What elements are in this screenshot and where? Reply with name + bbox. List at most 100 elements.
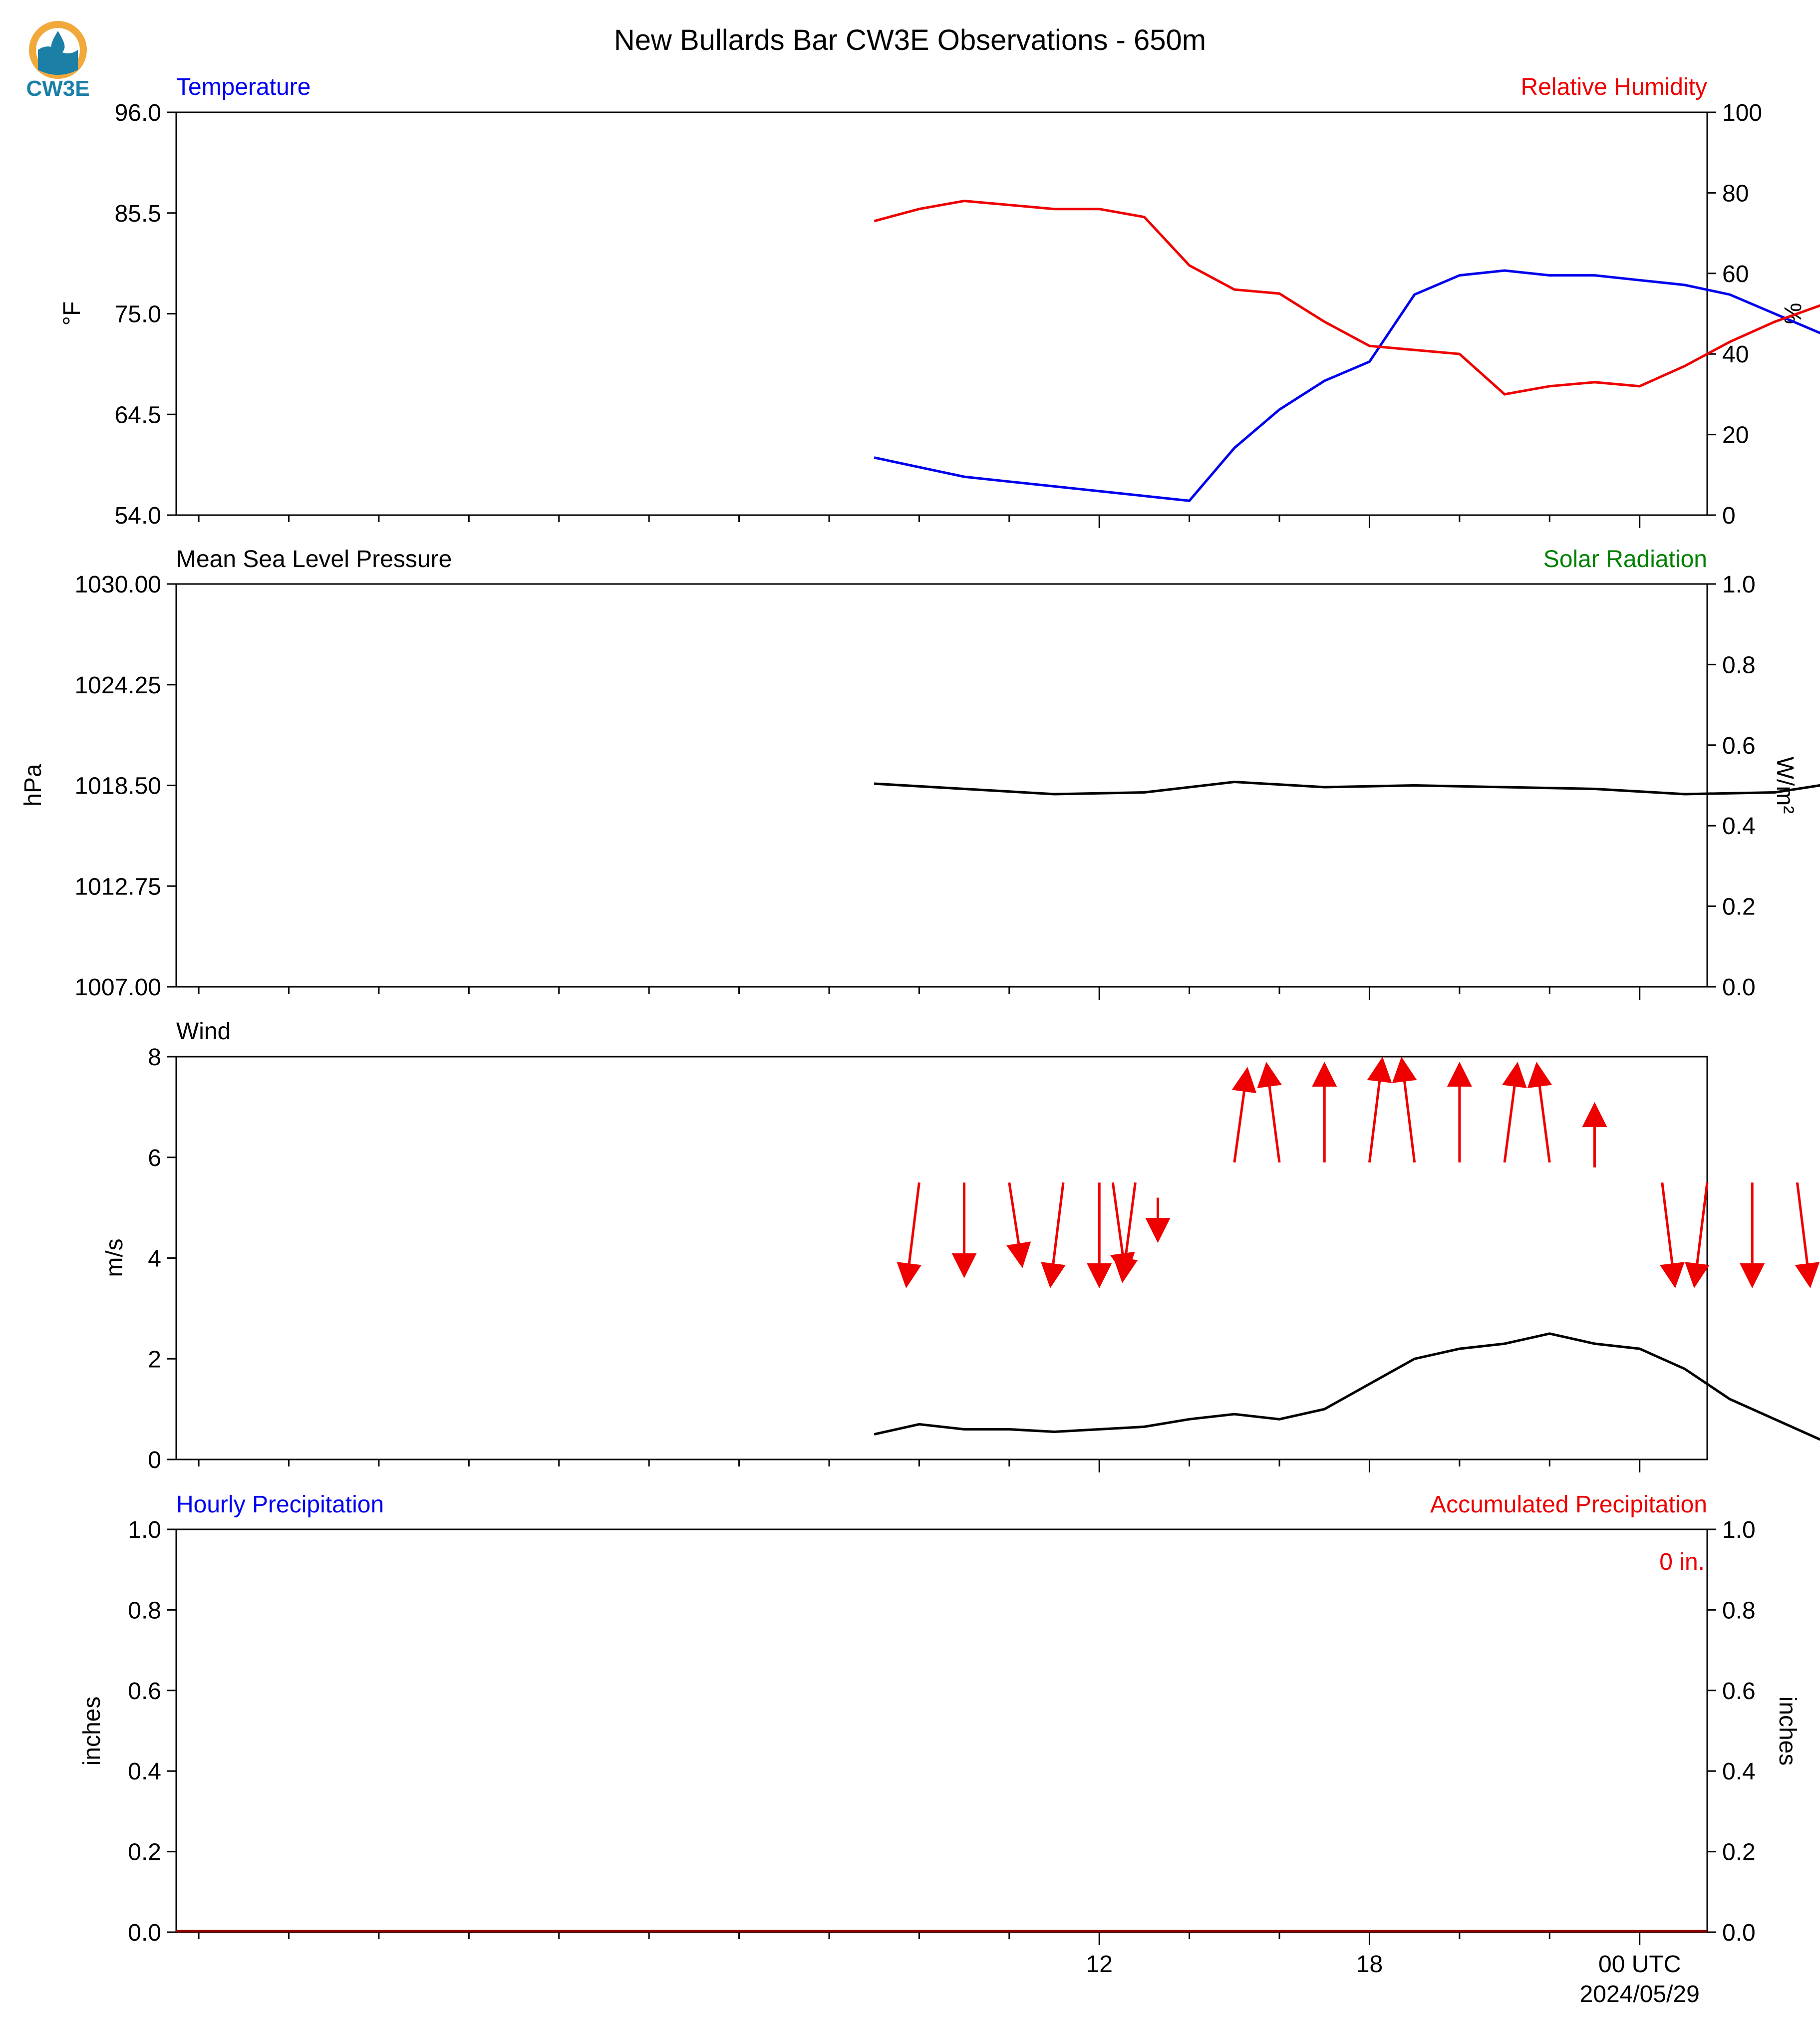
wind-direction-arrow	[1502, 1062, 1527, 1163]
panel3-frame	[175, 1056, 1708, 1460]
panel1-title-right: Relative Humidity	[1521, 74, 1707, 100]
ytick-label: 0.2	[1722, 1839, 1756, 1866]
panel-precipitation: Hourly Precipitation Accumulated Precipi…	[79, 1491, 1801, 2008]
ytick-label: 0.4	[128, 1758, 161, 1785]
ytick-label: 0.8	[128, 1597, 161, 1624]
wind-direction-arrow	[1392, 1057, 1417, 1163]
ytick-label: 0.6	[128, 1678, 161, 1705]
ytick-label: 0.8	[1722, 1597, 1756, 1624]
ytick-label: 54.0	[115, 503, 161, 529]
wind-direction-arrow	[1685, 1182, 1710, 1288]
panel4-xticks	[198, 1932, 1641, 1945]
panel4-ylabel-right: inches	[1774, 1697, 1801, 1766]
panel1-ylabel-left: °F	[59, 301, 85, 326]
ytick-label: 85.5	[115, 201, 161, 227]
wind-direction-arrow	[1527, 1062, 1552, 1163]
wind-direction-arrow	[1006, 1182, 1031, 1268]
logo-text: CW3E	[26, 76, 89, 101]
panel1-title-left: Temperature	[176, 74, 310, 100]
ytick-label: 0.0	[1722, 1920, 1756, 1946]
ytick-label: 0.2	[128, 1839, 161, 1866]
ytick-label: 0.4	[1722, 813, 1756, 840]
ytick-label: 1018.50	[74, 773, 161, 800]
ytick-label: 0	[148, 1447, 161, 1473]
xtick-label: 12	[1086, 1951, 1113, 1978]
ytick-label: 1007.00	[74, 974, 161, 1001]
ytick-label: 1024.25	[74, 672, 161, 699]
wind-speed-line	[874, 1332, 1820, 1441]
wind-direction-arrow	[897, 1182, 922, 1288]
panel4-title-right: Accumulated Precipitation	[1430, 1491, 1707, 1518]
wind-direction-arrows	[897, 1057, 1820, 1288]
panel4-yticks-left: 0.0 0.2 0.4 0.6 0.8 1.0	[128, 1517, 176, 1946]
ytick-label: 0.8	[1722, 652, 1756, 678]
temperature-line	[874, 269, 1820, 502]
cw3e-logo: CW3E	[26, 21, 90, 101]
ytick-label: 1012.75	[74, 873, 161, 900]
panel1-xticks	[198, 515, 1641, 528]
wind-direction-arrow	[1795, 1182, 1820, 1288]
ytick-label: 1.0	[128, 1517, 161, 1543]
wind-direction-arrow	[1231, 1067, 1257, 1163]
ytick-label: 60	[1722, 261, 1749, 288]
ytick-label: 75.0	[115, 301, 161, 328]
panel3-ylabel-left: m/s	[101, 1238, 128, 1277]
ytick-label: 0.0	[1722, 974, 1756, 1001]
ytick-label: 80	[1722, 180, 1749, 207]
ytick-label: 0.6	[1722, 1678, 1756, 1705]
panel2-yticks-right: 0.0 0.2 0.4 0.6 0.8 1.0	[1707, 572, 1756, 1001]
ytick-label: 1030.00	[74, 572, 161, 598]
panel4-ylabel-left: inches	[79, 1697, 105, 1766]
logo-drop-icon	[51, 31, 65, 54]
xtick-date-label: 2024/05/29	[1580, 1981, 1700, 2008]
panel1-frame	[175, 111, 1708, 516]
xtick-label: 18	[1356, 1951, 1383, 1978]
panel2-title-left: Mean Sea Level Pressure	[176, 546, 452, 573]
wind-direction-arrow	[1113, 1182, 1138, 1283]
wind-direction-arrow	[1367, 1057, 1392, 1163]
panel3-yticks-left: 0 2 4 6 8	[148, 1044, 176, 1473]
ytick-label: 0.6	[1722, 733, 1756, 759]
ytick-label: 0.2	[1722, 894, 1756, 920]
panel1-yticks-left: 54.0 64.5 75.0 85.5 96.0	[115, 100, 176, 529]
figure-title: New Bullards Bar CW3E Observations - 650…	[614, 24, 1206, 56]
ytick-label: 0.4	[1722, 1758, 1756, 1785]
ytick-label: 8	[148, 1044, 161, 1071]
ytick-label: 2	[148, 1346, 161, 1373]
panel2-ylabel-left: hPa	[20, 764, 46, 807]
ytick-label: 100	[1722, 100, 1762, 126]
xtick-label: 00 UTC	[1598, 1951, 1681, 1978]
ytick-label: 20	[1722, 422, 1749, 449]
panel3-xticks	[198, 1459, 1641, 1472]
ytick-label: 0.0	[128, 1920, 161, 1946]
accumulated-total-label: 0 in.	[1659, 1549, 1705, 1575]
panel2-xticks	[198, 987, 1641, 1000]
panel4-title-left: Hourly Precipitation	[176, 1491, 384, 1518]
pressure-line	[874, 780, 1820, 796]
panel3-title-left: Wind	[176, 1018, 231, 1045]
wind-direction-arrow	[1041, 1182, 1066, 1288]
logo-water-wave	[38, 46, 78, 75]
panel-temperature-humidity: Temperature Relative Humidity 54.0 64.5 75…	[59, 74, 1820, 529]
ytick-label: 40	[1722, 341, 1749, 368]
ytick-label: 6	[148, 1145, 161, 1171]
panel4-frame	[175, 1528, 1708, 1933]
panel4-yticks-right: 0.0 0.2 0.4 0.6 0.8 1.0	[1707, 1517, 1756, 1946]
panel2-yticks-left: 1007.00 1012.75 1018.50 1024.25 1030.00	[74, 572, 176, 1001]
humidity-line	[874, 199, 1820, 396]
ytick-label: 1.0	[1722, 1517, 1756, 1543]
panel-wind: Wind 0 2 4 6 8 m/s	[101, 1018, 1820, 1473]
wind-direction-arrow	[1110, 1182, 1135, 1278]
ytick-label: 0	[1722, 503, 1736, 529]
ytick-label: 4	[148, 1246, 161, 1272]
panel2-title-right: Solar Radiation	[1543, 546, 1707, 573]
ytick-label: 1.0	[1722, 572, 1756, 598]
ytick-label: 64.5	[115, 402, 161, 428]
wind-direction-arrow	[1257, 1062, 1282, 1163]
panel2-ylabel-right: W/m²	[1772, 757, 1798, 814]
panel1-yticks-right: 0 20 40 60 80 100	[1707, 100, 1762, 529]
ytick-label: 96.0	[115, 100, 161, 126]
panel-pressure: Mean Sea Level Pressure Solar Radiation …	[20, 546, 1820, 1001]
